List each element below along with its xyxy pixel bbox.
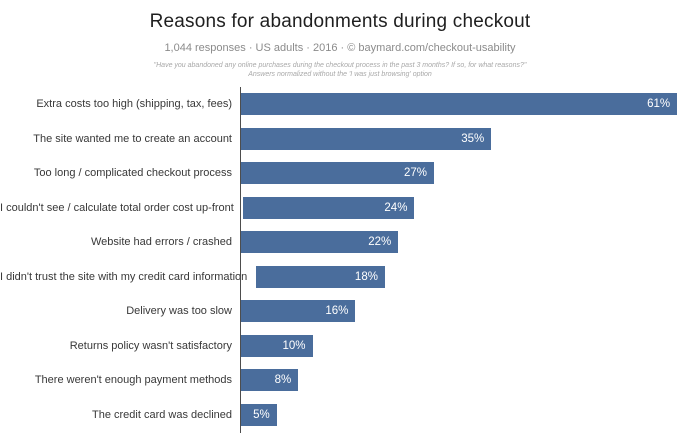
footnote-line-1: "Have you abandoned any online purchases…: [153, 62, 527, 69]
chart-footnote: "Have you abandoned any online purchases…: [0, 61, 680, 79]
category-label: I couldn't see / calculate total order c…: [0, 201, 234, 214]
bar-row: Too long / complicated checkout process 2…: [0, 156, 680, 191]
bar: 24%: [242, 196, 415, 219]
category-label: There weren't enough payment methods: [34, 374, 232, 387]
value-label: 61%: [647, 98, 671, 111]
bar: 16%: [241, 300, 356, 323]
bar: 22%: [241, 231, 399, 254]
bar-row: Extra costs too high (shipping, tax, fee…: [0, 87, 680, 122]
bar: 18%: [256, 265, 385, 288]
value-label: 10%: [282, 339, 306, 352]
category-label: Extra costs too high (shipping, tax, fee…: [36, 98, 232, 111]
bar: 35%: [241, 127, 492, 150]
value-label: 8%: [274, 374, 292, 387]
category-label: Website had errors / crashed: [90, 236, 232, 249]
footnote-line-2: Answers normalized without the 'I was ju…: [248, 71, 432, 78]
bar-row: I didn't trust the site with my credit c…: [0, 260, 680, 295]
bar-row: Returns policy wasn't satisfactory 10%: [0, 329, 680, 364]
value-label: 27%: [404, 167, 428, 180]
category-label: Returns policy wasn't satisfactory: [69, 339, 232, 352]
bar: 10%: [241, 334, 313, 357]
category-label: I didn't trust the site with my credit c…: [0, 270, 248, 283]
bar-row: The credit card was declined 5%: [0, 398, 680, 433]
chart-header: Reasons for abandonments during checkout…: [0, 0, 680, 79]
category-label: The site wanted me to create an account: [33, 132, 232, 145]
value-label: 35%: [461, 132, 485, 145]
value-label: 18%: [354, 270, 378, 283]
chart-subtitle: 1,044 responses · US adults · 2016 · © b…: [164, 42, 516, 54]
bar: 5%: [241, 403, 277, 426]
bar-row: I couldn't see / calculate total order c…: [0, 191, 680, 226]
bar-row: Website had errors / crashed 22%: [0, 225, 680, 260]
category-label: The credit card was declined: [91, 408, 232, 421]
category-label: Delivery was too slow: [126, 305, 232, 318]
bar-row: There weren't enough payment methods 8%: [0, 363, 680, 398]
bar: 8%: [241, 369, 299, 392]
y-axis-line: [240, 87, 241, 433]
category-label: Too long / complicated checkout process: [33, 167, 232, 180]
bar: 27%: [241, 162, 435, 185]
value-label: 16%: [325, 305, 349, 318]
bar-row: The site wanted me to create an account 3…: [0, 122, 680, 157]
bar-rows: Extra costs too high (shipping, tax, fee…: [0, 87, 680, 432]
plot-area: Extra costs too high (shipping, tax, fee…: [0, 87, 680, 433]
bar: 61%: [241, 93, 678, 116]
chart-title: Reasons for abandonments during checkout: [149, 11, 531, 32]
value-label: 24%: [384, 201, 408, 214]
bar-row: Delivery was too slow 16%: [0, 294, 680, 329]
value-label: 22%: [368, 236, 392, 249]
value-label: 5%: [253, 408, 270, 421]
